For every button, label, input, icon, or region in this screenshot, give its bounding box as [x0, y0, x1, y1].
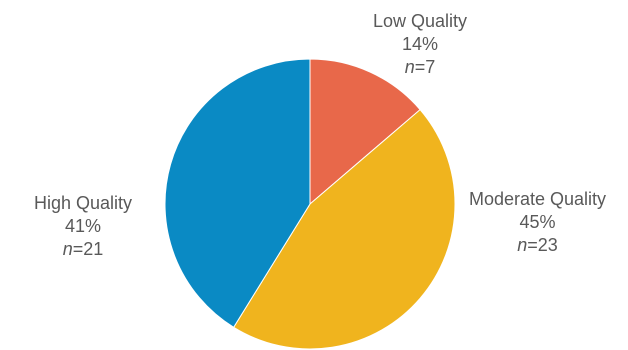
- pie-slice-moderate-quality: [232, 108, 456, 350]
- label-low-quality-name: Low Quality: [372, 11, 468, 31]
- label-moderate-quality: Moderate Quality 45% n=23: [460, 188, 615, 257]
- label-high-quality-name: High Quality: [33, 193, 133, 213]
- pie-slice-high-quality: [164, 58, 311, 328]
- label-low-quality-percent: 14%: [401, 34, 439, 54]
- label-high-quality-percent: 41%: [64, 216, 102, 236]
- label-moderate-quality-n: n=23: [517, 235, 558, 255]
- label-high-quality-n: n=21: [62, 239, 104, 259]
- label-low-quality: Low Quality 14% n=7: [350, 10, 490, 79]
- label-low-quality-n: n=7: [404, 57, 436, 77]
- label-moderate-quality-percent: 45%: [519, 212, 556, 232]
- pie-slice-low-quality: [309, 58, 421, 206]
- label-high-quality: High Quality 41% n=21: [18, 192, 148, 261]
- label-moderate-quality-name: Moderate Quality: [468, 189, 607, 209]
